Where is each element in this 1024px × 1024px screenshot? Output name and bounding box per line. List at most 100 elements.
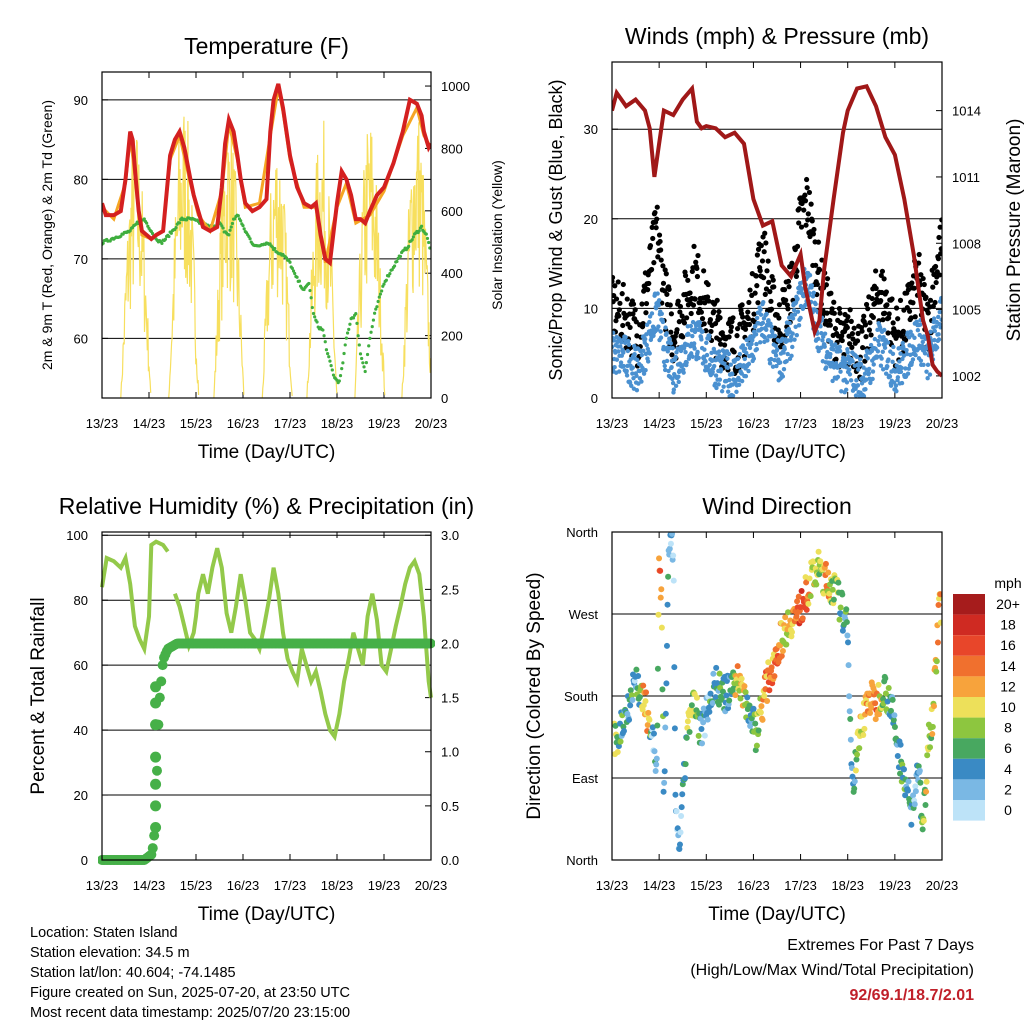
wind-point <box>635 357 640 363</box>
wind-point <box>619 340 624 345</box>
wind-point <box>868 342 874 348</box>
colorbar-swatch <box>953 697 985 718</box>
y-axis-label: Percent & Total Rainfall <box>28 597 49 794</box>
direction-point <box>657 594 664 601</box>
precip-point <box>150 751 162 763</box>
direction-point <box>806 575 813 582</box>
wind-point <box>795 309 801 314</box>
gust-point <box>762 291 768 297</box>
dewpoint-point <box>357 343 361 347</box>
gust-point <box>687 290 693 296</box>
wind-point <box>673 383 679 389</box>
wind-point <box>746 368 751 374</box>
wind-point <box>660 319 666 325</box>
dewpoint-point <box>174 225 178 230</box>
wind-point <box>799 286 805 291</box>
dewpoint-point <box>307 281 311 286</box>
wind-point <box>764 311 769 317</box>
wind-point <box>858 361 864 367</box>
direction-point <box>747 722 754 729</box>
wind-point <box>709 350 714 356</box>
x-tick-label: 17/23 <box>274 416 307 431</box>
wind-point <box>737 351 743 357</box>
wind-point <box>778 360 783 365</box>
direction-point <box>672 791 679 798</box>
direction-point <box>652 768 659 775</box>
direction-point <box>614 749 621 756</box>
extremes-values: 92/69.1/18.7/2.01 <box>849 987 974 1004</box>
wind-point <box>629 383 634 388</box>
wind-point <box>655 291 660 296</box>
gust-point <box>679 313 685 319</box>
wind-point <box>900 356 905 362</box>
x-tick-label: 14/23 <box>133 878 166 893</box>
wind-point <box>703 359 708 364</box>
panel-winds: Winds (mph) & Pressure (mb) Time (Day/UTC… <box>546 23 1024 463</box>
direction-point <box>847 715 854 722</box>
direction-point <box>897 770 904 777</box>
colorbar-swatch <box>953 758 985 780</box>
solar-insolation-line <box>261 168 293 398</box>
y-tick-label: 90 <box>74 93 88 108</box>
wind-point <box>908 329 913 335</box>
wind-point <box>626 338 631 344</box>
gust-point <box>916 251 922 258</box>
precip-point <box>150 778 162 790</box>
wind-point <box>815 345 820 350</box>
gust-point <box>752 290 758 296</box>
wind-point <box>746 361 752 367</box>
gust-point <box>705 281 711 288</box>
wind-point <box>749 341 754 347</box>
wind-point <box>810 294 816 299</box>
direction-series <box>612 532 942 853</box>
x-axis-label: Time (Day/UTC) <box>708 904 846 925</box>
x-tick-label: 16/23 <box>227 878 260 893</box>
dewpoint-point <box>355 321 359 325</box>
direction-point <box>851 778 858 785</box>
direction-point <box>849 773 856 780</box>
gust-point <box>745 315 751 322</box>
wind-point <box>761 300 766 305</box>
wind-point <box>790 316 796 321</box>
chart-title: Wind Direction <box>702 493 852 519</box>
wind-point <box>833 360 839 366</box>
dewpoint-point <box>360 356 364 361</box>
wind-point <box>921 362 926 368</box>
gust-point <box>647 243 654 249</box>
wind-point <box>643 368 648 373</box>
direction-point <box>617 738 624 745</box>
gust-point <box>859 328 865 334</box>
wind-point <box>878 363 884 368</box>
gust-point <box>731 349 737 355</box>
precip-point <box>425 638 435 649</box>
dewpoint-point <box>324 348 329 352</box>
direction-point <box>891 712 898 719</box>
x-tick-label: 20/23 <box>415 416 448 431</box>
direction-point <box>750 705 757 712</box>
wind-point <box>670 345 675 351</box>
gust-point <box>806 189 813 196</box>
wind-point <box>750 337 755 343</box>
wind-point <box>697 320 703 326</box>
y2-axis-label: Station Pressure (Maroon) <box>1004 119 1024 342</box>
wind-point <box>876 338 881 344</box>
wind-point <box>882 327 887 333</box>
wind-point <box>787 320 792 326</box>
gust-point <box>755 246 762 252</box>
direction-point <box>651 748 658 755</box>
wind-point <box>667 337 672 342</box>
direction-point <box>825 569 832 576</box>
direction-point <box>771 673 778 680</box>
gust-point <box>935 256 942 262</box>
gust-point <box>763 240 769 246</box>
gust-point <box>883 289 889 295</box>
dewpoint-point <box>315 320 319 324</box>
gust-point <box>688 310 694 317</box>
direction-point <box>677 829 684 836</box>
x-tick-label: 18/23 <box>321 416 354 431</box>
y2-axis-label: Solar Insolation (Yellow) <box>489 160 505 310</box>
wind-point <box>780 374 786 379</box>
gust-point <box>862 358 868 364</box>
y-tick-label: East <box>572 771 598 786</box>
gust-point <box>640 321 646 327</box>
